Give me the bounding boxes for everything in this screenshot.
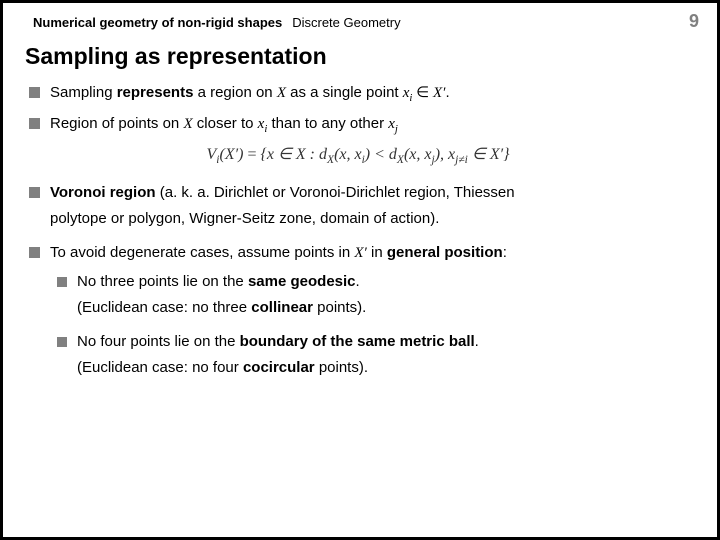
bullet-voronoi-region: Voronoi region (a. k. a. Dirichlet or Vo… <box>29 183 687 236</box>
bullet-icon <box>29 118 40 129</box>
body: Sampling represents a region on X as a s… <box>29 83 687 527</box>
bullet-text: No three points lie on the same geodesic… <box>77 272 687 325</box>
page-number: 9 <box>689 11 699 32</box>
slide-title: Sampling as representation <box>25 43 327 70</box>
bullet-text: Voronoi region (a. k. a. Dirichlet or Vo… <box>50 183 687 236</box>
bullet-icon <box>57 337 67 347</box>
subbullet-metric-ball: No four points lie on the boundary of th… <box>57 332 687 385</box>
bullet-continuation: polytope or polygon, Wigner-Seitz zone, … <box>50 209 687 229</box>
bullet-text: No four points lie on the boundary of th… <box>77 332 687 385</box>
bullet-subnote: (Euclidean case: no three collinear poin… <box>77 298 687 318</box>
header-left: Numerical geometry of non-rigid shapes <box>33 15 282 30</box>
bullet-subnote: (Euclidean case: no four cocircular poin… <box>77 358 687 378</box>
bullet-general-position: To avoid degenerate cases, assume points… <box>29 243 687 263</box>
bullet-sampling-represents: Sampling represents a region on X as a s… <box>29 83 687 106</box>
bullet-icon <box>29 87 40 98</box>
bullet-icon <box>29 247 40 258</box>
bullet-region-closer: Region of points on X closer to xi than … <box>29 114 687 137</box>
slide: Numerical geometry of non-rigid shapes D… <box>3 3 717 537</box>
bullet-text: Sampling represents a region on X as a s… <box>50 83 687 106</box>
bullet-text: To avoid degenerate cases, assume points… <box>50 243 687 263</box>
bullet-icon <box>29 187 40 198</box>
voronoi-formula: Vi(X′) = {x ∈ X : dX(x, xi) < dX(x, xj),… <box>29 144 687 169</box>
bullet-icon <box>57 277 67 287</box>
header: Numerical geometry of non-rigid shapes D… <box>33 15 697 30</box>
header-right: Discrete Geometry <box>292 15 400 30</box>
subbullet-same-geodesic: No three points lie on the same geodesic… <box>57 272 687 325</box>
bullet-text: Region of points on X closer to xi than … <box>50 114 687 137</box>
